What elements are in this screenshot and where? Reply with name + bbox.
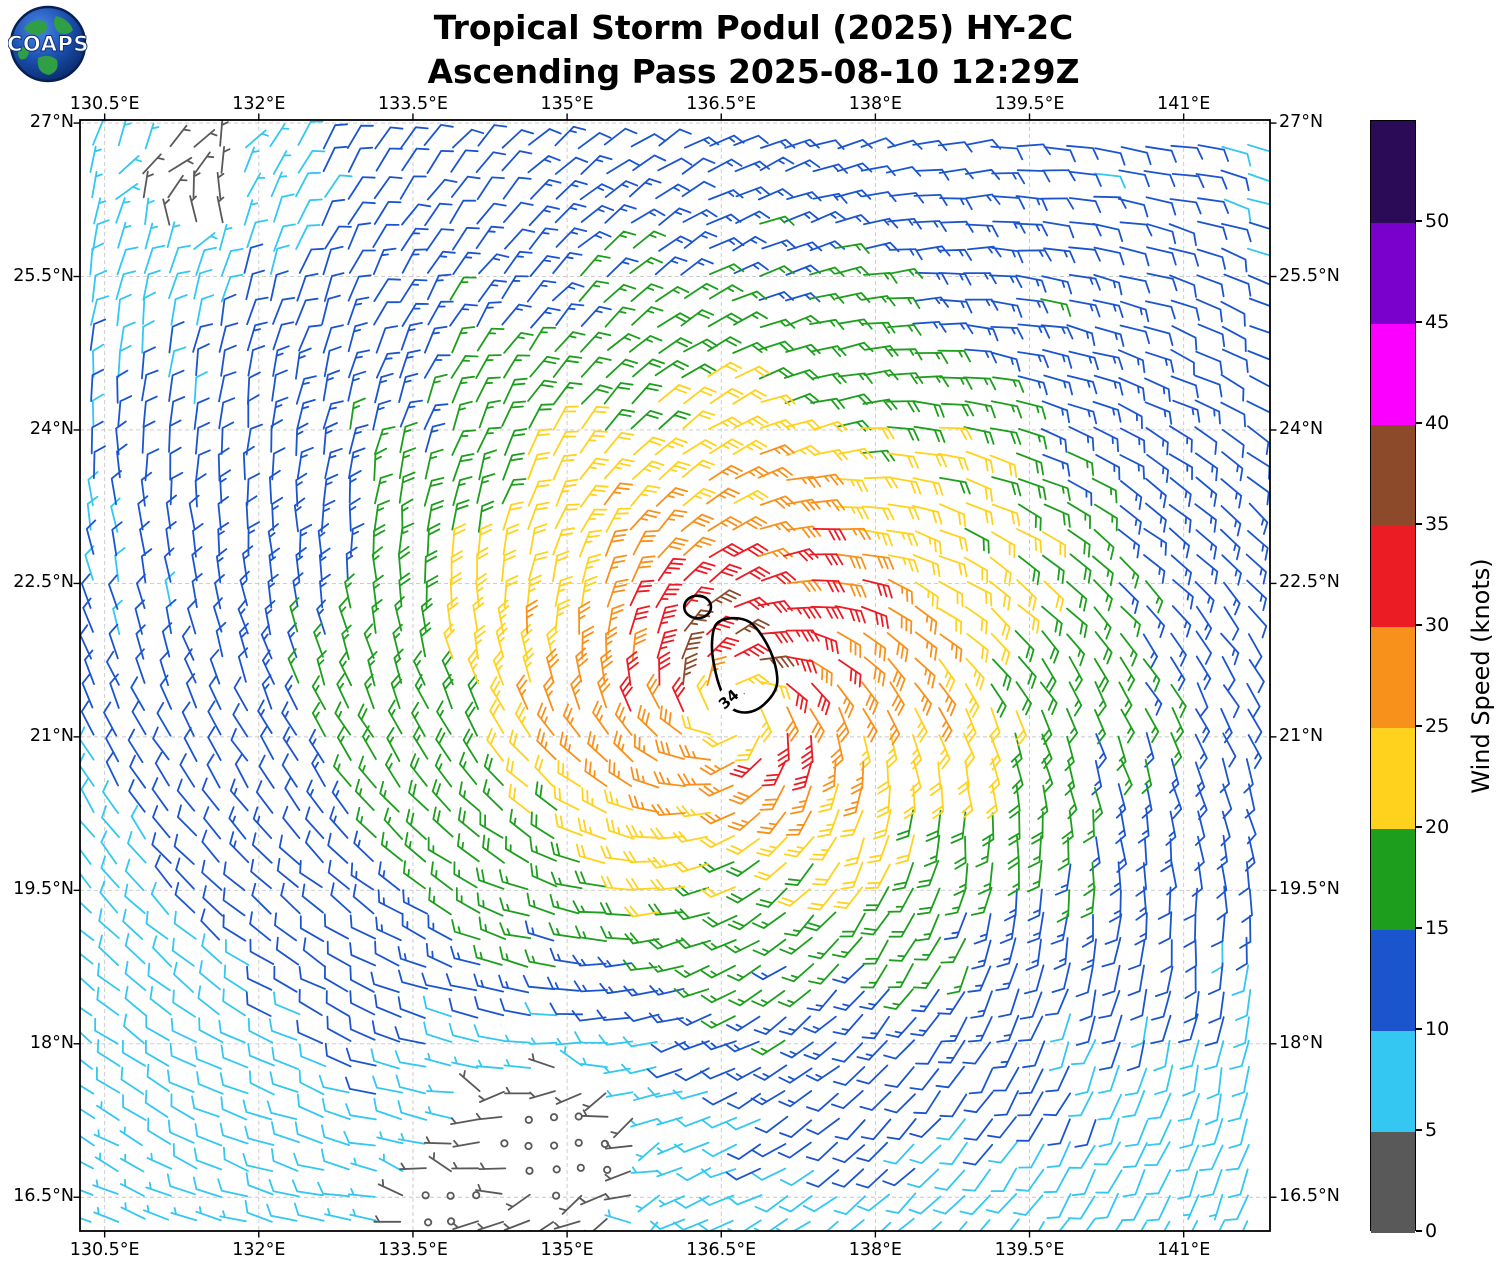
colorbar-tick-mark xyxy=(1416,725,1422,727)
x-tick-label-bottom: 130.5°E xyxy=(69,1240,140,1260)
y-tick-label-left: 21°N xyxy=(29,725,74,746)
colorbar-segment xyxy=(1371,323,1415,425)
colorbar-tick-mark xyxy=(1416,422,1422,424)
colorbar-tick-mark xyxy=(1416,927,1422,929)
contour-label-bg xyxy=(709,680,747,718)
colorbar-tick-label: 35 xyxy=(1425,513,1450,535)
wind-barb-layer xyxy=(516,444,963,836)
colorbar-tick-mark xyxy=(1416,1230,1422,1232)
colorbar-segment xyxy=(1371,121,1415,223)
colorbar-segment xyxy=(1371,626,1415,728)
contour-34kt-main xyxy=(710,616,779,714)
colorbar-tick-label: 20 xyxy=(1425,816,1450,838)
wind-barb-layer xyxy=(287,215,1187,1056)
wind-barb-layer xyxy=(142,120,634,1231)
y-tick-label-right: 25.5°N xyxy=(1279,265,1340,286)
colorbar-segment xyxy=(1371,1131,1415,1233)
wind-barb-layer xyxy=(681,589,795,686)
gridlines xyxy=(80,120,1270,1231)
y-tick-label-right: 24°N xyxy=(1279,418,1324,439)
colorbar xyxy=(1370,120,1416,1233)
colorbar-tick-label: 0 xyxy=(1425,1220,1438,1242)
x-tick-label-top: 136.5°E xyxy=(686,94,757,114)
colorbar-tick-mark xyxy=(1416,321,1422,323)
colorbar-tick-label: 45 xyxy=(1425,311,1450,333)
colorbar-tick-mark xyxy=(1416,220,1422,222)
axis-tick-marks xyxy=(73,113,1277,1238)
y-tick-label-left: 24°N xyxy=(29,418,74,439)
x-tick-label-bottom: 139.5°E xyxy=(994,1240,1065,1260)
plot-area: 34 xyxy=(73,113,1277,1238)
x-tick-label-top: 141°E xyxy=(1157,94,1211,114)
colorbar-axis-label: Wind Speed (knots) xyxy=(1467,558,1495,794)
x-tick-label-bottom: 141°E xyxy=(1157,1240,1211,1260)
y-tick-label-right: 21°N xyxy=(1279,725,1324,746)
wind-radius-contours: 34 xyxy=(682,594,779,718)
colorbar-tick-mark xyxy=(1416,826,1422,828)
x-tick-label-top: 139.5°E xyxy=(994,94,1065,114)
x-tick-label-bottom: 132°E xyxy=(232,1240,286,1260)
y-tick-label-left: 19.5°N xyxy=(13,879,74,900)
wind-barb-layer xyxy=(443,361,1066,918)
coaps-logo-text: COAPS xyxy=(8,32,88,56)
wind-barb-layer xyxy=(619,528,893,791)
colorbar-segment xyxy=(1371,424,1415,526)
colorbar-tick-label: 50 xyxy=(1425,210,1450,232)
chart-title: Tropical Storm Podul (2025) HY-2C xyxy=(433,8,1074,47)
y-tick-label-right: 27°N xyxy=(1279,112,1324,133)
colorbar-tick-label: 5 xyxy=(1425,1119,1438,1141)
colorbar-tick-mark xyxy=(1416,1028,1422,1030)
wind-barb-layer xyxy=(80,120,1270,1231)
x-tick-label-top: 138°E xyxy=(848,94,902,114)
y-tick-label-right: 22.5°N xyxy=(1279,572,1340,593)
y-tick-label-left: 18°N xyxy=(29,1032,74,1053)
x-tick-label-bottom: 133.5°E xyxy=(378,1240,448,1260)
x-tick-label-bottom: 138°E xyxy=(848,1240,902,1260)
y-tick-label-left: 25.5°N xyxy=(13,265,74,286)
colorbar-tick-label: 40 xyxy=(1425,412,1450,434)
colorbar-tick-label: 10 xyxy=(1425,1018,1450,1040)
colorbar-tick-label: 30 xyxy=(1425,614,1450,636)
chart-title-block: Tropical Storm Podul (2025) HY-2C Ascend… xyxy=(0,6,1507,94)
colorbar-segment xyxy=(1371,929,1415,1031)
x-tick-label-bottom: 136.5°E xyxy=(686,1240,757,1260)
y-tick-label-right: 19.5°N xyxy=(1279,879,1340,900)
x-tick-label-bottom: 135°E xyxy=(540,1240,594,1260)
y-tick-label-left: 22.5°N xyxy=(13,572,74,593)
x-tick-label-top: 132°E xyxy=(232,94,286,114)
wind-barb-layer xyxy=(80,123,1270,1189)
colorbar-segment xyxy=(1371,222,1415,324)
chart-subtitle: Ascending Pass 2025-08-10 12:29Z xyxy=(427,52,1080,91)
colorbar-tick-mark xyxy=(1416,1129,1422,1131)
y-tick-label-left: 16.5°N xyxy=(13,1186,74,1207)
x-tick-label-top: 130.5°E xyxy=(69,94,140,114)
x-tick-label-top: 133.5°E xyxy=(378,94,448,114)
y-tick-label-right: 18°N xyxy=(1279,1032,1324,1053)
x-tick-label-top: 135°E xyxy=(540,94,594,114)
colorbar-segment xyxy=(1371,1030,1415,1132)
plot-border xyxy=(79,119,1271,1232)
colorbar-segment xyxy=(1371,828,1415,930)
coaps-globe-icon: COAPS xyxy=(7,5,89,83)
colorbar-tick-label: 15 xyxy=(1425,917,1450,939)
wind-barb-field xyxy=(80,120,1270,1231)
colorbar-tick-mark xyxy=(1416,523,1422,525)
contour-34kt-secondary xyxy=(682,594,713,620)
colorbar-tick-mark xyxy=(1416,624,1422,626)
y-tick-label-right: 16.5°N xyxy=(1279,1186,1340,1207)
colorbar-segment xyxy=(1371,727,1415,829)
y-tick-label-left: 27°N xyxy=(29,112,74,133)
colorbar-segment xyxy=(1371,525,1415,627)
wind-barb-map: 34 xyxy=(73,113,1277,1238)
coaps-logo: COAPS xyxy=(7,4,89,84)
colorbar-tick-label: 25 xyxy=(1425,715,1450,737)
